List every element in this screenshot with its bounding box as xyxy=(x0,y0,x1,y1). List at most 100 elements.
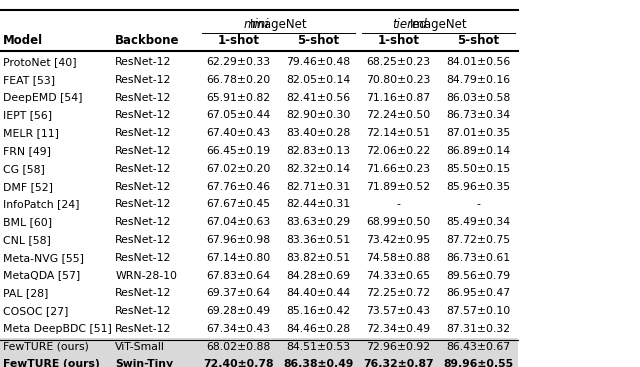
Text: Backbone: Backbone xyxy=(115,34,180,47)
Text: 85.16±0.42: 85.16±0.42 xyxy=(286,306,351,316)
Text: 69.28±0.49: 69.28±0.49 xyxy=(206,306,271,316)
Text: FewTURE (ours): FewTURE (ours) xyxy=(3,359,100,367)
Text: 67.02±0.20: 67.02±0.20 xyxy=(206,164,271,174)
Text: 89.56±0.79: 89.56±0.79 xyxy=(446,270,511,280)
Text: 82.83±0.13: 82.83±0.13 xyxy=(286,146,351,156)
Text: Meta-NVG [55]: Meta-NVG [55] xyxy=(3,253,84,263)
Text: 72.25±0.72: 72.25±0.72 xyxy=(366,288,431,298)
Text: ResNet-12: ResNet-12 xyxy=(115,235,172,245)
Text: 87.01±0.35: 87.01±0.35 xyxy=(446,128,511,138)
Text: 67.67±0.45: 67.67±0.45 xyxy=(206,199,271,210)
Bar xyxy=(0,356,518,367)
Text: 84.40±0.44: 84.40±0.44 xyxy=(286,288,351,298)
Text: 72.06±0.22: 72.06±0.22 xyxy=(366,146,431,156)
Text: 70.80±0.23: 70.80±0.23 xyxy=(366,75,431,85)
Text: 84.51±0.53: 84.51±0.53 xyxy=(286,342,351,352)
Text: ResNet-12: ResNet-12 xyxy=(115,199,172,210)
Text: 82.71±0.31: 82.71±0.31 xyxy=(286,182,351,192)
Text: 85.50±0.15: 85.50±0.15 xyxy=(446,164,511,174)
Text: ResNet-12: ResNet-12 xyxy=(115,146,172,156)
Text: 67.14±0.80: 67.14±0.80 xyxy=(206,253,271,263)
Text: 76.32±0.87: 76.32±0.87 xyxy=(363,359,434,367)
Text: 72.96±0.92: 72.96±0.92 xyxy=(366,342,431,352)
Text: IEPT [56]: IEPT [56] xyxy=(3,110,52,120)
Text: -: - xyxy=(476,199,481,210)
Text: ResNet-12: ResNet-12 xyxy=(115,217,172,227)
Text: ResNet-12: ResNet-12 xyxy=(115,93,172,103)
Text: 83.82±0.51: 83.82±0.51 xyxy=(286,253,351,263)
Text: 67.40±0.43: 67.40±0.43 xyxy=(206,128,271,138)
Text: 67.05±0.44: 67.05±0.44 xyxy=(206,110,271,120)
Text: 66.78±0.20: 66.78±0.20 xyxy=(206,75,271,85)
Text: 84.79±0.16: 84.79±0.16 xyxy=(446,75,511,85)
Text: 82.44±0.31: 82.44±0.31 xyxy=(286,199,351,210)
Text: 84.46±0.28: 84.46±0.28 xyxy=(286,324,351,334)
Text: 71.16±0.87: 71.16±0.87 xyxy=(366,93,431,103)
Text: Model: Model xyxy=(3,34,44,47)
Text: 62.29±0.33: 62.29±0.33 xyxy=(206,57,271,67)
Text: 84.01±0.56: 84.01±0.56 xyxy=(446,57,511,67)
Text: 67.76±0.46: 67.76±0.46 xyxy=(206,182,271,192)
Text: 68.25±0.23: 68.25±0.23 xyxy=(366,57,431,67)
Text: DMF [52]: DMF [52] xyxy=(3,182,53,192)
Text: WRN-28-10: WRN-28-10 xyxy=(115,270,177,280)
Text: 82.90±0.30: 82.90±0.30 xyxy=(286,110,351,120)
Text: ResNet-12: ResNet-12 xyxy=(115,75,172,85)
Text: 66.45±0.19: 66.45±0.19 xyxy=(206,146,271,156)
Text: InfoPatch [24]: InfoPatch [24] xyxy=(3,199,80,210)
Text: ProtoNet [40]: ProtoNet [40] xyxy=(3,57,77,67)
Text: ResNet-12: ResNet-12 xyxy=(115,57,172,67)
Text: ImageNet: ImageNet xyxy=(250,18,307,31)
Text: MetaQDA [57]: MetaQDA [57] xyxy=(3,270,81,280)
Text: 82.41±0.56: 82.41±0.56 xyxy=(286,93,351,103)
Text: MELR [11]: MELR [11] xyxy=(3,128,60,138)
Text: 73.42±0.95: 73.42±0.95 xyxy=(366,235,431,245)
Text: 67.34±0.43: 67.34±0.43 xyxy=(206,324,271,334)
Text: 87.31±0.32: 87.31±0.32 xyxy=(446,324,511,334)
Text: ImageNet: ImageNet xyxy=(410,18,467,31)
Text: COSOC [27]: COSOC [27] xyxy=(3,306,68,316)
Text: 85.96±0.35: 85.96±0.35 xyxy=(446,182,511,192)
Text: 73.57±0.43: 73.57±0.43 xyxy=(366,306,431,316)
Text: ResNet-12: ResNet-12 xyxy=(115,288,172,298)
Text: 68.02±0.88: 68.02±0.88 xyxy=(206,342,271,352)
Text: ResNet-12: ResNet-12 xyxy=(115,110,172,120)
Text: 1-shot: 1-shot xyxy=(378,34,419,47)
Text: ViT-Small: ViT-Small xyxy=(115,342,165,352)
Text: 72.40±0.78: 72.40±0.78 xyxy=(203,359,274,367)
Text: 83.36±0.51: 83.36±0.51 xyxy=(286,235,351,245)
Text: ResNet-12: ResNet-12 xyxy=(115,324,172,334)
Text: 86.73±0.34: 86.73±0.34 xyxy=(446,110,511,120)
Text: 79.46±0.48: 79.46±0.48 xyxy=(286,57,351,67)
Text: 71.66±0.23: 71.66±0.23 xyxy=(366,164,431,174)
Text: 82.32±0.14: 82.32±0.14 xyxy=(286,164,351,174)
Text: 5-shot: 5-shot xyxy=(458,34,499,47)
Text: 83.63±0.29: 83.63±0.29 xyxy=(286,217,351,227)
Text: 69.37±0.64: 69.37±0.64 xyxy=(206,288,271,298)
Text: FEAT [53]: FEAT [53] xyxy=(3,75,55,85)
Text: 72.14±0.51: 72.14±0.51 xyxy=(366,128,431,138)
Text: ResNet-12: ResNet-12 xyxy=(115,306,172,316)
Text: 86.73±0.61: 86.73±0.61 xyxy=(446,253,511,263)
Text: 83.40±0.28: 83.40±0.28 xyxy=(286,128,351,138)
Text: -: - xyxy=(396,199,401,210)
Text: 86.38±0.49: 86.38±0.49 xyxy=(284,359,353,367)
Text: 68.99±0.50: 68.99±0.50 xyxy=(366,217,431,227)
Text: 67.96±0.98: 67.96±0.98 xyxy=(206,235,271,245)
Text: 67.83±0.64: 67.83±0.64 xyxy=(206,270,271,280)
Text: mini: mini xyxy=(243,18,269,31)
Text: 84.28±0.69: 84.28±0.69 xyxy=(286,270,351,280)
Text: PAL [28]: PAL [28] xyxy=(3,288,49,298)
Text: 67.04±0.63: 67.04±0.63 xyxy=(206,217,271,227)
Text: 86.43±0.67: 86.43±0.67 xyxy=(446,342,511,352)
Text: CNL [58]: CNL [58] xyxy=(3,235,51,245)
Text: 1-shot: 1-shot xyxy=(218,34,259,47)
Text: BML [60]: BML [60] xyxy=(3,217,52,227)
Text: FRN [49]: FRN [49] xyxy=(3,146,51,156)
Text: 82.05±0.14: 82.05±0.14 xyxy=(286,75,351,85)
Text: 71.89±0.52: 71.89±0.52 xyxy=(366,182,431,192)
Text: FewTURE (ours): FewTURE (ours) xyxy=(3,342,89,352)
Text: DeepEMD [54]: DeepEMD [54] xyxy=(3,93,83,103)
Text: Swin-Tiny: Swin-Tiny xyxy=(115,359,173,367)
Bar xyxy=(0,338,518,356)
